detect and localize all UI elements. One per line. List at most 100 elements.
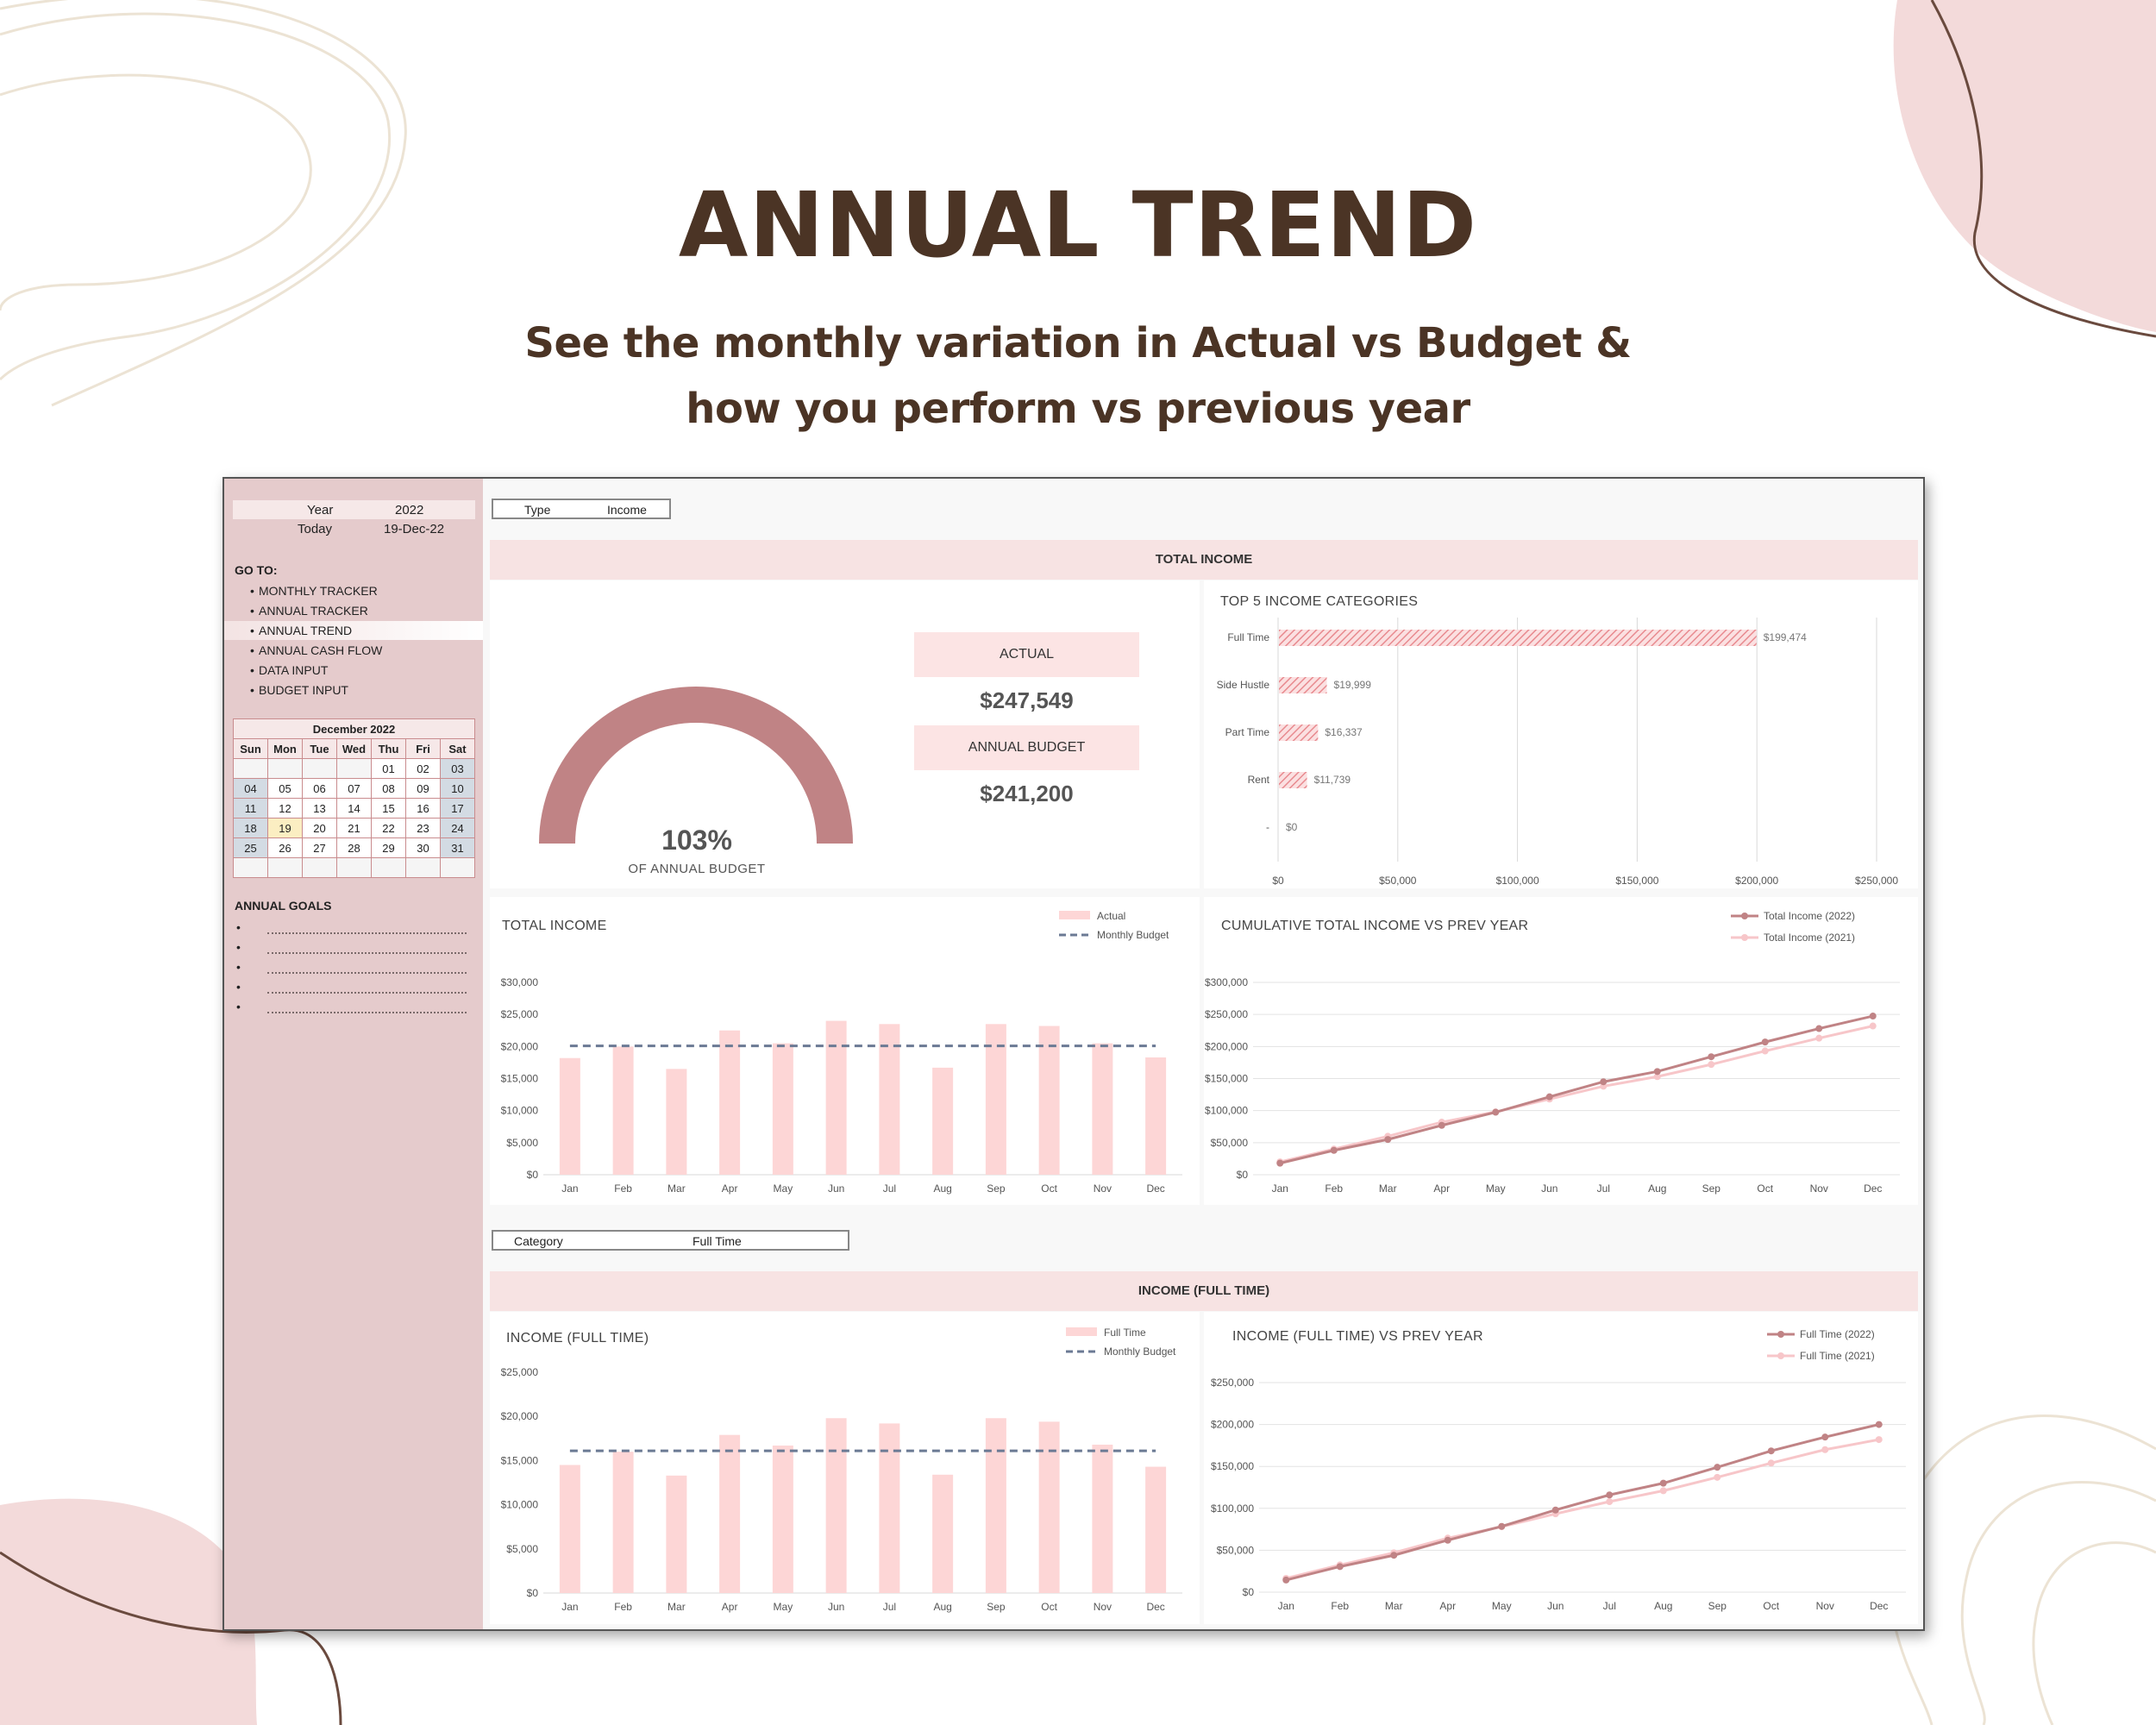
goal-item[interactable]: • xyxy=(236,980,473,999)
calendar-date[interactable] xyxy=(233,857,268,878)
calendar-date[interactable] xyxy=(302,758,337,779)
calendar-date[interactable] xyxy=(233,758,268,779)
cumulative-panel: CUMULATIVE TOTAL INCOME VS PREV YEAR $0 $… xyxy=(1204,897,1918,1205)
calendar-date[interactable]: 28 xyxy=(336,837,372,858)
calendar-day-header: Mon xyxy=(267,738,303,759)
calendar-date[interactable] xyxy=(371,857,406,878)
bar xyxy=(612,1452,634,1593)
goto-title: GO TO: xyxy=(235,563,278,577)
sidebar: Year 2022 Today 19-Dec-22 GO TO: MONTHLY… xyxy=(224,479,483,1629)
calendar-date[interactable]: 06 xyxy=(302,778,337,799)
calendar-date[interactable]: 09 xyxy=(405,778,441,799)
nav-monthly-tracker[interactable]: MONTHLY TRACKER xyxy=(224,581,483,600)
series-line xyxy=(1279,1014,1874,1165)
calendar-date[interactable] xyxy=(336,857,372,878)
bar xyxy=(1092,1444,1113,1593)
calendar-date[interactable]: 13 xyxy=(302,798,337,819)
calendar-date[interactable]: 10 xyxy=(440,778,475,799)
calendar-date[interactable]: 11 xyxy=(233,798,268,819)
hero-title: ANNUAL TREND xyxy=(678,172,1478,278)
nav-budget-input[interactable]: BUDGET INPUT xyxy=(224,681,483,699)
x-tick-label: Jul xyxy=(1603,1600,1616,1612)
data-point xyxy=(1653,1073,1661,1081)
y-tick-label: $0 xyxy=(527,1169,539,1181)
calendar-date[interactable]: 27 xyxy=(302,837,337,858)
y-tick-label: $200,000 xyxy=(1211,1419,1254,1431)
calendar-date[interactable]: 02 xyxy=(405,758,441,779)
calendar-date[interactable]: 20 xyxy=(302,818,337,838)
category-selector-value: Full Time xyxy=(693,1234,742,1248)
bar xyxy=(1038,1421,1060,1593)
calendar-date[interactable]: 30 xyxy=(405,837,441,858)
legend-label: Monthly Budget xyxy=(1104,1346,1176,1358)
calendar-date[interactable]: 15 xyxy=(371,798,406,819)
calendar-date[interactable]: 08 xyxy=(371,778,406,799)
category-selector[interactable]: Category Full Time xyxy=(492,1230,849,1251)
calendar-date[interactable]: 19 xyxy=(267,818,303,838)
calendar-date[interactable]: 21 xyxy=(336,818,372,838)
year-row: Year 2022 xyxy=(233,500,475,519)
type-selector[interactable]: Type Income xyxy=(492,499,671,519)
goal-item[interactable]: • xyxy=(236,920,473,939)
calendar-date[interactable]: 25 xyxy=(233,837,268,858)
bar xyxy=(879,1423,900,1593)
calendar-date[interactable]: 22 xyxy=(371,818,406,838)
total-income-chart-title: TOTAL INCOME xyxy=(502,919,607,933)
goal-item[interactable]: • xyxy=(236,1000,473,1019)
calendar-date[interactable]: 29 xyxy=(371,837,406,858)
data-point xyxy=(1336,1563,1344,1571)
x-tick-label: Apr xyxy=(1439,1600,1456,1612)
calendar-date[interactable]: 31 xyxy=(440,837,475,858)
year-label: Year xyxy=(307,503,334,518)
category-label: Full Time xyxy=(1227,631,1269,643)
calendar-date[interactable]: 01 xyxy=(371,758,406,779)
data-point xyxy=(1282,1576,1290,1584)
full-time-chart-title: INCOME (FULL TIME) xyxy=(506,1331,649,1346)
year-value[interactable]: 2022 xyxy=(395,503,424,518)
goal-item[interactable]: • xyxy=(236,960,473,979)
calendar-date[interactable]: 04 xyxy=(233,778,268,799)
calendar-date[interactable] xyxy=(440,857,475,878)
calendar-date[interactable] xyxy=(267,758,303,779)
full-time-prev-chart: $0 $50,000 $100,000 $150,000 $200,000 $250,00… xyxy=(1211,1328,1906,1612)
x-tick-label: Sep xyxy=(987,1601,1006,1613)
calendar-date[interactable]: 18 xyxy=(233,818,268,838)
calendar-date[interactable] xyxy=(336,758,372,779)
goal-item[interactable]: • xyxy=(236,940,473,959)
y-tick-label: $20,000 xyxy=(501,1410,539,1422)
bar xyxy=(1092,1043,1113,1175)
calendar-date[interactable]: 17 xyxy=(440,798,475,819)
cumulative-chart: $0 $50,000 $100,000 $150,000 $200,000 $250,00… xyxy=(1205,910,1900,1195)
calendar-date[interactable] xyxy=(302,857,337,878)
legend-swatch-bar xyxy=(1059,911,1090,919)
x-tick-label: Jul xyxy=(1597,1182,1610,1195)
series-line xyxy=(1285,1438,1880,1580)
data-point xyxy=(1600,1078,1608,1086)
calendar-date[interactable] xyxy=(405,857,441,878)
nav-data-input[interactable]: DATA INPUT xyxy=(224,661,483,680)
calendar-date[interactable]: 05 xyxy=(267,778,303,799)
calendar-date[interactable]: 24 xyxy=(440,818,475,838)
nav-annual-cash-flow[interactable]: ANNUAL CASH FLOW xyxy=(224,641,483,660)
calendar-date[interactable]: 26 xyxy=(267,837,303,858)
calendar-date[interactable] xyxy=(267,857,303,878)
data-point xyxy=(1708,1061,1715,1069)
y-tick-label: $200,000 xyxy=(1205,1040,1248,1052)
nav-annual-tracker[interactable]: ANNUAL TRACKER xyxy=(224,601,483,620)
calendar-day-header: Sun xyxy=(233,738,268,759)
legend-label: Total Income (2022) xyxy=(1764,910,1855,922)
x-tick-label: Oct xyxy=(1757,1182,1773,1195)
calendar-date[interactable]: 14 xyxy=(336,798,372,819)
full-time-panel: INCOME (FULL TIME) $0 $5,000 $10,000 $15,00… xyxy=(490,1312,1200,1624)
calendar-date[interactable]: 23 xyxy=(405,818,441,838)
nav-annual-trend[interactable]: ANNUAL TREND xyxy=(224,621,483,640)
hbar xyxy=(1279,724,1319,741)
calendar-date[interactable]: 07 xyxy=(336,778,372,799)
calendar-date[interactable]: 03 xyxy=(440,758,475,779)
data-point xyxy=(1767,1447,1775,1455)
y-tick-label: $100,000 xyxy=(1205,1105,1248,1117)
calendar-date[interactable]: 12 xyxy=(267,798,303,819)
calendar-date[interactable]: 16 xyxy=(405,798,441,819)
goal-bullet: • xyxy=(236,920,241,934)
goal-bullet: • xyxy=(236,1000,241,1013)
